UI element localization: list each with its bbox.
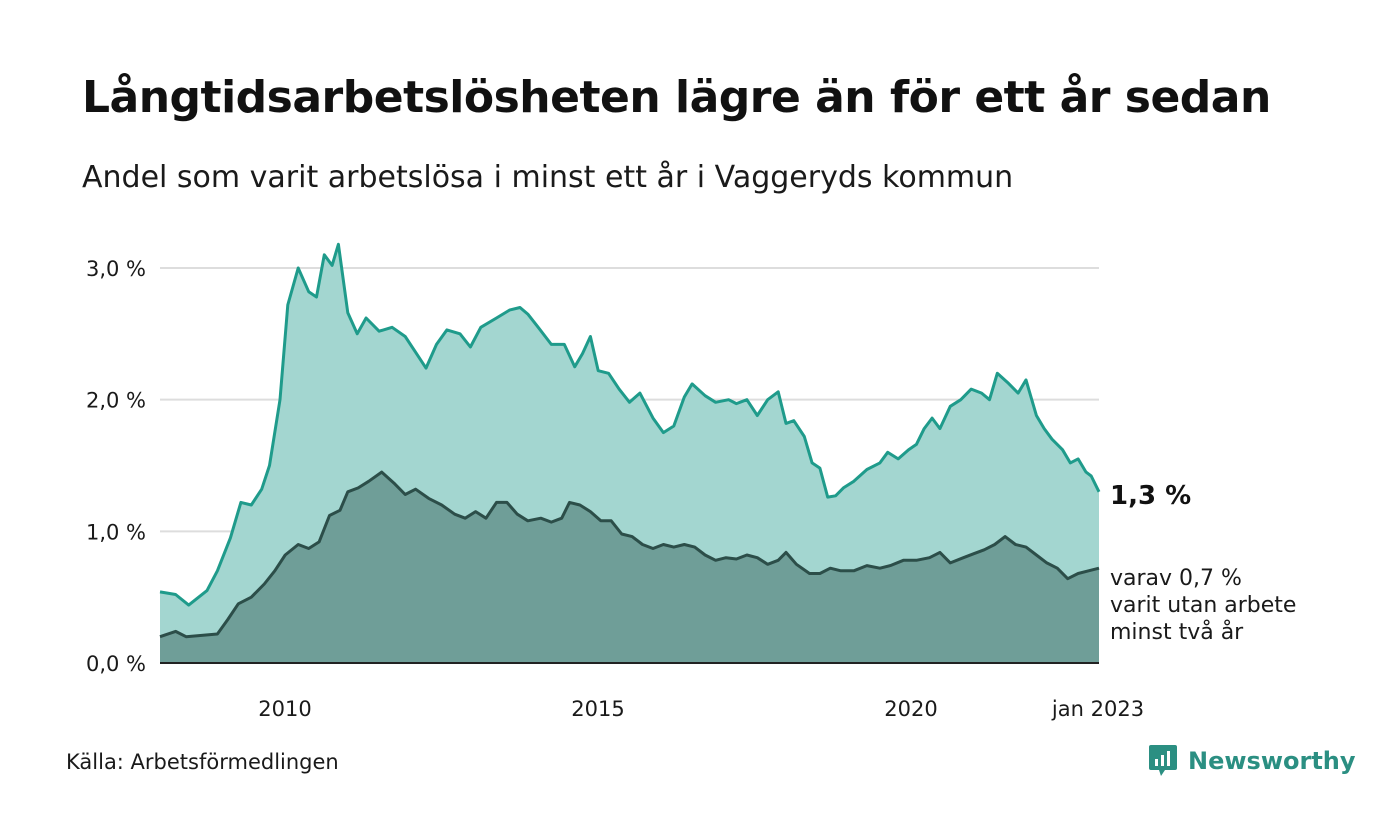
y-tick-label: 0,0 % <box>86 652 146 676</box>
end-value-sub: varav 0,7 % varit utan arbete minst två … <box>1110 565 1296 646</box>
end-sub-line: varit utan arbete <box>1110 593 1297 618</box>
x-tick-label: 2010 <box>258 697 311 721</box>
y-tick-label: 1,0 % <box>86 520 146 544</box>
chart-title: Långtidsarbetslösheten lägre än för ett … <box>82 72 1271 123</box>
area-layer <box>159 242 1101 664</box>
y-tick-label: 2,0 % <box>86 389 146 413</box>
series-sub-line <box>159 470 1100 639</box>
y-tick-label: 3,0 % <box>86 257 146 281</box>
brand-logo: Newsworthy <box>1148 744 1356 778</box>
end-value-main: 1,3 % <box>1110 481 1192 511</box>
x-tick-label: jan 2023 <box>1051 697 1144 721</box>
series-main-line <box>159 242 1101 607</box>
series-sub-area <box>160 472 1099 663</box>
x-tick-label: 2015 <box>571 697 624 721</box>
end-sub-line: minst två år <box>1110 620 1244 645</box>
newsworthy-logo-icon <box>1149 745 1177 776</box>
end-sub-line: varav 0,7 % <box>1110 566 1242 591</box>
chart-subtitle: Andel som varit arbetslösa i minst ett å… <box>82 160 1014 195</box>
axis-layer: 0,0 % 1,0 % 2,0 % 3,0 % 2010 2015 2020 jan 2023 <box>86 257 1144 721</box>
x-tick-label: 2020 <box>884 697 937 721</box>
source-note: Källa: Arbetsförmedlingen <box>66 750 339 774</box>
brand-name: Newsworthy <box>1188 747 1356 775</box>
